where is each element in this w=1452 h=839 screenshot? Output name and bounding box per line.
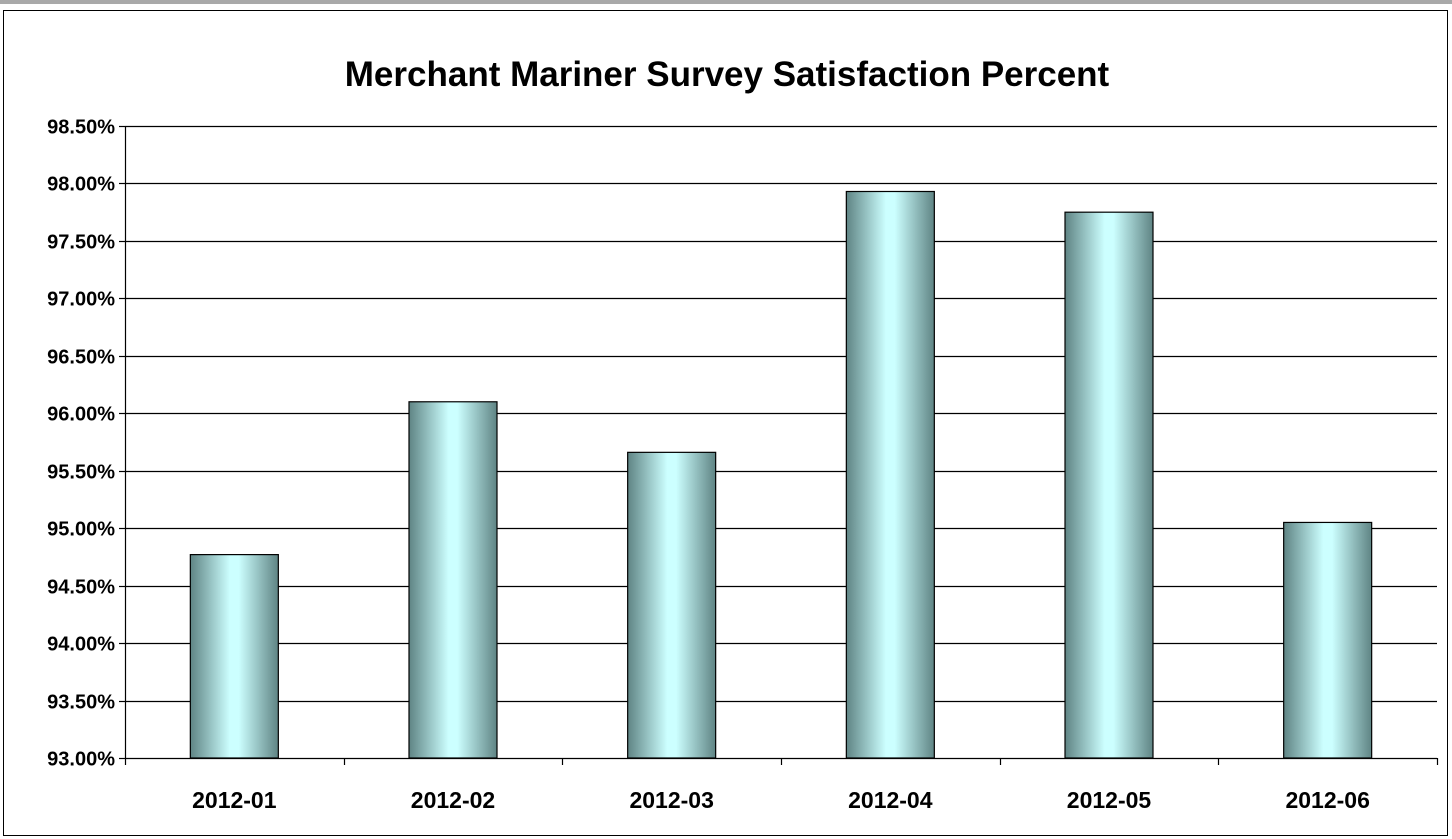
bar-2012-06 xyxy=(1283,521,1373,759)
y-tick-label: 93.00% xyxy=(47,749,115,771)
bar-2012-04 xyxy=(845,190,935,759)
y-tick-label: 93.50% xyxy=(47,692,115,714)
y-tick-label: 96.50% xyxy=(47,347,115,369)
y-tick-label: 95.00% xyxy=(47,519,115,541)
axes: 93.00% 93.50% 94.00% 94.50% 95.00% 95.50% 96.0… xyxy=(47,117,1439,813)
bar-2012-01 xyxy=(189,554,279,759)
y-tick-label: 97.00% xyxy=(47,289,115,311)
gridlines xyxy=(125,125,1437,760)
x-tick-label: 2012-01 xyxy=(192,787,277,813)
y-tick-label: 94.00% xyxy=(47,634,115,656)
bar-2012-03 xyxy=(627,451,717,759)
chart-title: Merchant Mariner Survey Satisfaction Per… xyxy=(345,55,1110,94)
bars xyxy=(189,190,1373,759)
y-tick-label: 96.00% xyxy=(47,404,115,426)
chart-border xyxy=(3,10,1448,836)
x-tick-label: 2012-04 xyxy=(848,787,933,813)
y-tick-label: 95.50% xyxy=(47,462,115,484)
y-tick-label: 94.50% xyxy=(47,577,115,599)
y-tick-label: 97.50% xyxy=(47,232,115,254)
x-tick-label: 2012-02 xyxy=(411,787,495,813)
y-tick-label: 98.50% xyxy=(47,117,115,139)
y-tick-label: 98.00% xyxy=(47,174,115,196)
bar-2012-02 xyxy=(408,401,498,759)
x-tick-label: 2012-03 xyxy=(629,787,713,813)
x-tick-label: 2012-06 xyxy=(1285,787,1369,813)
x-tick-label: 2012-05 xyxy=(1067,787,1152,813)
window-top-strip xyxy=(0,0,1452,4)
bar-2012-05 xyxy=(1064,211,1154,759)
